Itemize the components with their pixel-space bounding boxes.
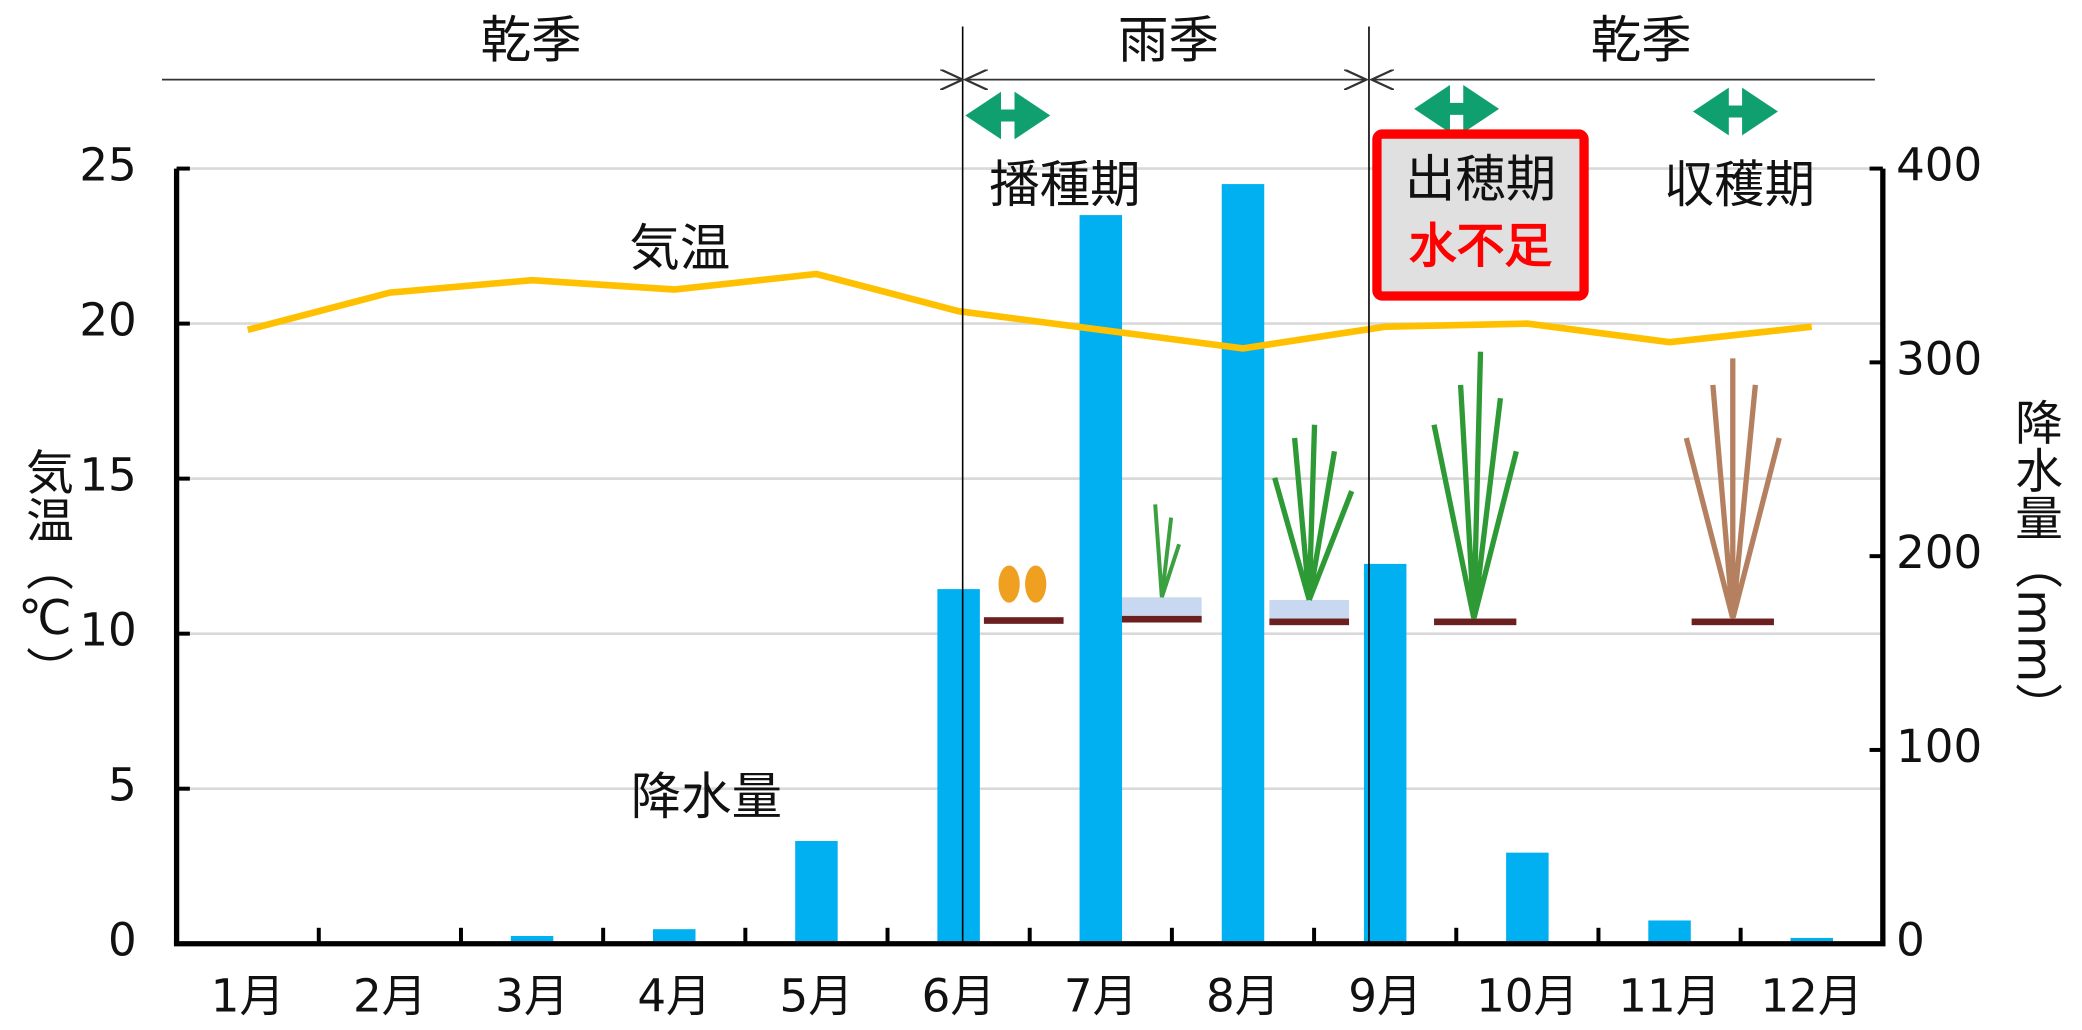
y-tick-label: 10 — [79, 604, 136, 657]
season-label: 雨季 — [1118, 10, 1219, 69]
bar — [937, 589, 980, 944]
y-axis-label: 気温（℃） — [17, 448, 72, 694]
y2-tick-label: 300 — [1896, 332, 1982, 385]
y2-tick-label: 100 — [1896, 720, 1982, 773]
x-tick-label: 3月 — [495, 969, 569, 1022]
stage-label: 出穂期 — [1405, 150, 1556, 209]
bar — [653, 929, 696, 944]
bar — [1363, 563, 1407, 944]
series-label: 降水量 — [631, 767, 782, 826]
y2-tick-label: 400 — [1896, 139, 1982, 192]
x-tick-label: 7月 — [1064, 969, 1138, 1022]
plant-icons — [983, 351, 1782, 626]
bar — [1648, 920, 1691, 944]
y2-tick-label: 200 — [1896, 526, 1982, 579]
bar — [795, 841, 838, 944]
bar — [1506, 852, 1549, 944]
y-tick-label: 20 — [79, 294, 136, 347]
bar — [510, 935, 554, 944]
season-label: 乾季 — [481, 10, 582, 69]
y-tick-label: 5 — [108, 759, 137, 812]
x-tick-label: 9月 — [1348, 969, 1422, 1022]
series-label: 気温 — [629, 219, 730, 278]
warning-box — [1372, 129, 1589, 301]
y-tick-label: 25 — [79, 139, 136, 192]
y2-tick-label: 0 — [1896, 914, 1925, 967]
stage-label: 収穫期 — [1664, 155, 1815, 214]
x-tick-label: 8月 — [1206, 969, 1280, 1022]
bar — [1221, 184, 1265, 944]
y2-axis-label: 降水量（mm） — [2007, 398, 2062, 730]
x-tick-label: 11月 — [1618, 969, 1721, 1022]
x-tick-label: 6月 — [922, 969, 996, 1022]
warning-label: 水不足 — [1409, 220, 1553, 275]
ticks: 0 5 10 15 20 25 0 100 200 300 400 1月 2月 3月 4月 5月 6月 7月 8月 9… — [79, 139, 1982, 1023]
y-tick-label: 0 — [108, 914, 137, 967]
period-arrows — [965, 84, 1778, 140]
x-tick-label: 2月 — [353, 969, 427, 1022]
x-tick-label: 5月 — [780, 969, 854, 1022]
stage-label: 播種期 — [989, 155, 1140, 214]
grid — [176, 167, 1883, 946]
x-tick-label: 4月 — [637, 969, 711, 1022]
x-tick-label: 1月 — [211, 969, 285, 1022]
bar — [1079, 215, 1123, 944]
x-tick-label: 12月 — [1760, 969, 1863, 1022]
x-tick-label: 10月 — [1476, 969, 1579, 1022]
bar — [1790, 937, 1833, 944]
temperature-line — [246, 270, 1813, 352]
y-tick-label: 15 — [79, 449, 136, 502]
season-label: 乾季 — [1591, 10, 1692, 69]
